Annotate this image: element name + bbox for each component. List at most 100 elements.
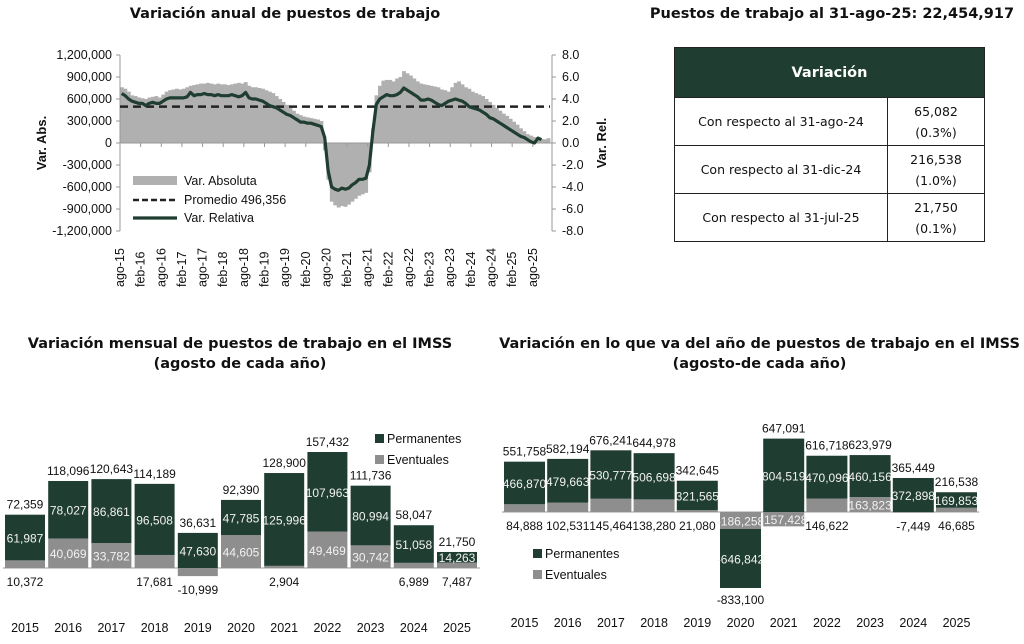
- label-total: 216,538: [935, 475, 979, 489]
- label-permanentes: 460,156: [848, 470, 892, 484]
- y2-tick-label: 4.0: [562, 92, 579, 106]
- table-row: Con respecto al 31-ago-24 65,082 (0.3%): [674, 97, 985, 146]
- abs-variation-bar: [347, 143, 351, 205]
- bar-permanentes: [307, 452, 348, 532]
- legend-swatch-eventuales: [375, 455, 384, 464]
- abs-variation-bar: [350, 143, 355, 202]
- label-eventuales: 44,605: [223, 546, 260, 560]
- bar-permanentes: [763, 438, 805, 512]
- label-eventuales: 146,622: [805, 519, 849, 533]
- y-tick-label: 1,200,000: [56, 48, 112, 62]
- abs-variation-bar: [391, 81, 396, 143]
- abs-variation-bar: [529, 135, 534, 143]
- abs-variation-bar: [439, 89, 444, 143]
- x-tick-label: ago-19: [278, 248, 292, 287]
- category-label: 2021: [270, 621, 298, 635]
- row-value: 216,538 (1.0%): [887, 145, 985, 194]
- label-permanentes: 506,698: [632, 470, 676, 484]
- label-eventuales: 2,904: [269, 575, 299, 589]
- label-eventuales: 145,464: [589, 519, 633, 533]
- label-permanentes: 51,058: [395, 538, 432, 552]
- abs-variation-bar: [453, 82, 458, 143]
- bar-eventuales: [892, 512, 934, 513]
- category-label: 2018: [640, 616, 668, 630]
- abs-variation-bar: [302, 116, 307, 143]
- x-tick-label: feb-25: [505, 252, 519, 287]
- abs-variation-bar: [357, 143, 362, 196]
- bar-eventuales: [5, 560, 45, 568]
- legend-swatch-permanentes: [533, 549, 542, 558]
- abs-variation-bar: [236, 82, 241, 143]
- abs-variation-bar: [470, 91, 475, 143]
- abs-variation-bar: [484, 99, 489, 143]
- abs-variation-bar: [140, 98, 145, 143]
- y2-tick-label: 8.0: [562, 48, 579, 62]
- abs-variation-bar: [240, 83, 245, 143]
- bar-permanentes: [393, 525, 434, 563]
- label-eventuales: 33,782: [93, 550, 130, 564]
- abs-variation-bar: [223, 84, 228, 143]
- legend-label-relative: Var. Relativa: [184, 211, 254, 225]
- label-total: 92,390: [223, 483, 260, 497]
- abs-variation-bar: [333, 143, 338, 206]
- label-eventuales: 46,685: [938, 519, 975, 533]
- abs-variation-bar: [488, 101, 492, 143]
- label-permanentes: -646,842: [717, 552, 765, 566]
- y-tick-label: 600,000: [67, 92, 112, 106]
- label-eventuales: 10,372: [7, 575, 44, 589]
- abs-variation-bar: [278, 99, 283, 143]
- bar-eventuales: [590, 498, 632, 512]
- category-label: 2020: [227, 621, 255, 635]
- abs-variation-bar: [181, 88, 186, 143]
- label-permanentes: 47,785: [223, 512, 260, 526]
- label-permanentes: 470,096: [805, 471, 849, 485]
- label-permanentes: 125,996: [263, 513, 307, 527]
- abs-variation-bar: [343, 143, 348, 207]
- bar-permanentes: [91, 479, 132, 544]
- bar-permanentes: [221, 499, 261, 536]
- monthly-chart-title: Variación mensual de puestos de trabajo …: [27, 336, 453, 352]
- abs-variation-bar: [477, 94, 482, 143]
- abs-variation-bar: [261, 88, 265, 143]
- abs-variation-bar: [464, 87, 468, 143]
- bar-eventuales: [221, 535, 261, 568]
- category-label: 2025: [443, 621, 471, 635]
- label-eventuales: 49,469: [309, 544, 346, 558]
- abs-variation-bar: [546, 138, 551, 143]
- bar-eventuales: [806, 498, 848, 512]
- label-permanentes: 479,663: [546, 475, 590, 489]
- abs-variation-bar: [171, 89, 176, 143]
- abs-variation-bar: [381, 80, 386, 143]
- label-total: 58,047: [395, 508, 432, 522]
- x-tick-label: ago-20: [319, 248, 333, 287]
- category-label: 2021: [770, 616, 798, 630]
- abs-variation-bar: [264, 90, 269, 143]
- abs-variation-bar: [539, 138, 544, 143]
- abs-variation-bar: [364, 143, 369, 193]
- abs-variation-bar: [168, 90, 172, 143]
- table-row: Con respecto al 31-jul-25 21,750 (0.1%): [674, 193, 985, 242]
- label-total: 365,449: [892, 461, 936, 475]
- category-label: 2022: [813, 616, 841, 630]
- label-eventuales: 30,742: [352, 551, 389, 565]
- abs-variation-bar: [216, 83, 221, 143]
- label-total: 72,359: [7, 498, 44, 512]
- y2-tick-label: -4.0: [562, 180, 584, 194]
- label-eventuales: -7,449: [896, 520, 930, 534]
- abs-variation-bar: [340, 143, 344, 207]
- bar-permanentes: [5, 514, 45, 561]
- abs-variation-bar: [206, 82, 210, 143]
- y2-tick-label: -6.0: [562, 202, 584, 216]
- x-tick-label: ago-17: [196, 248, 210, 287]
- label-total: 616,718: [805, 439, 849, 453]
- x-tick-label: feb-22: [381, 252, 395, 287]
- label-eventuales: 102,531: [546, 519, 590, 533]
- y2-tick-label: -8.0: [562, 224, 584, 238]
- abs-variation-bar: [144, 99, 148, 143]
- abs-variation-bar: [178, 89, 183, 143]
- y2-tick-label: 2.0: [562, 114, 579, 128]
- abs-variation-bar: [494, 107, 499, 143]
- abs-variation-bar: [247, 85, 252, 143]
- x-tick-label: ago-25: [526, 248, 540, 287]
